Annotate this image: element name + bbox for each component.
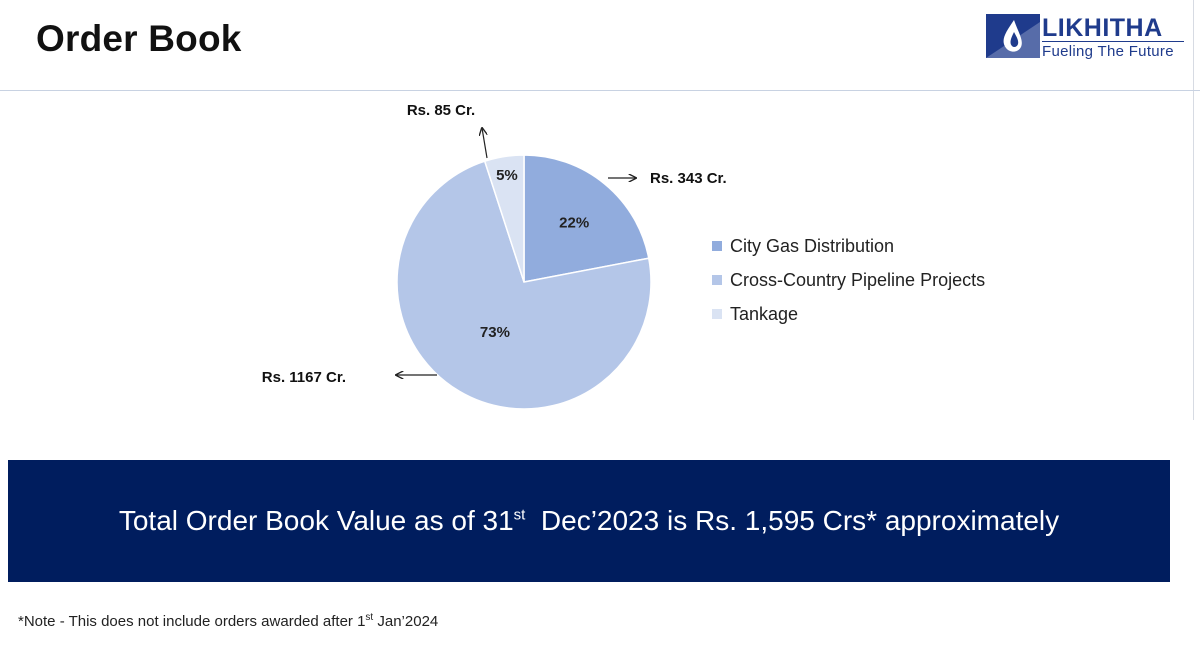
pie-percent-label: 73%: [480, 324, 510, 341]
pie-value-label: Rs. 1167 Cr.: [262, 369, 346, 386]
banner-superscript: st: [513, 506, 526, 524]
pie-slice-city-gas-distribution: [523, 154, 650, 283]
pie-percent-label: 5%: [496, 167, 518, 184]
pie-slice-cross-country-pipeline-projects: [396, 160, 652, 410]
pie-value-label: Rs. 85 Cr.: [407, 102, 475, 119]
header-divider: [0, 90, 1200, 91]
legend-label: City Gas Distribution: [730, 235, 895, 256]
banner-text: Total Order Book Value as of 31st Dec’20…: [119, 505, 1059, 537]
callout-arrow: [482, 128, 488, 159]
logo-tagline: Fueling The Future: [1042, 43, 1174, 60]
legend-item-tankage: Tankage: [712, 297, 985, 331]
logo-name: LIKHITHA: [1042, 14, 1163, 42]
pie-percent-label: 22%: [559, 214, 589, 231]
slide-edge: [1193, 0, 1194, 420]
footnote-text-rest: Jan’2024: [373, 613, 439, 630]
legend-label: Cross-Country Pipeline Projects: [730, 269, 986, 290]
legend-swatch: [712, 275, 722, 285]
page-title: Order Book: [36, 18, 242, 59]
footnote-text: *Note - This does not include orders awa…: [18, 613, 366, 630]
logo-divider: [1042, 41, 1184, 42]
legend-swatch: [712, 241, 722, 251]
banner-text-rest: Dec’2023 is Rs. 1,595 Crs* approximately: [525, 505, 1060, 536]
legend-item-cross-country: Cross-Country Pipeline Projects: [712, 263, 985, 297]
footnote: *Note - This does not include orders awa…: [18, 612, 439, 631]
company-logo: LIKHITHA Fueling The Future: [984, 12, 1188, 62]
logo-flame-icon: [986, 14, 1040, 58]
pie-value-label: Rs. 343 Cr.: [650, 170, 727, 187]
legend-swatch: [712, 309, 722, 319]
legend-item-city-gas: City Gas Distribution: [712, 229, 985, 263]
pie-slice-tankage: [483, 154, 525, 283]
legend-label: Tankage: [730, 303, 799, 324]
total-value-banner: Total Order Book Value as of 31st Dec’20…: [8, 460, 1170, 582]
banner-text-main: Total Order Book Value as of 31: [118, 505, 514, 536]
chart-legend: City Gas Distribution Cross-Country Pipe…: [712, 229, 985, 331]
footnote-superscript: st: [365, 612, 374, 623]
